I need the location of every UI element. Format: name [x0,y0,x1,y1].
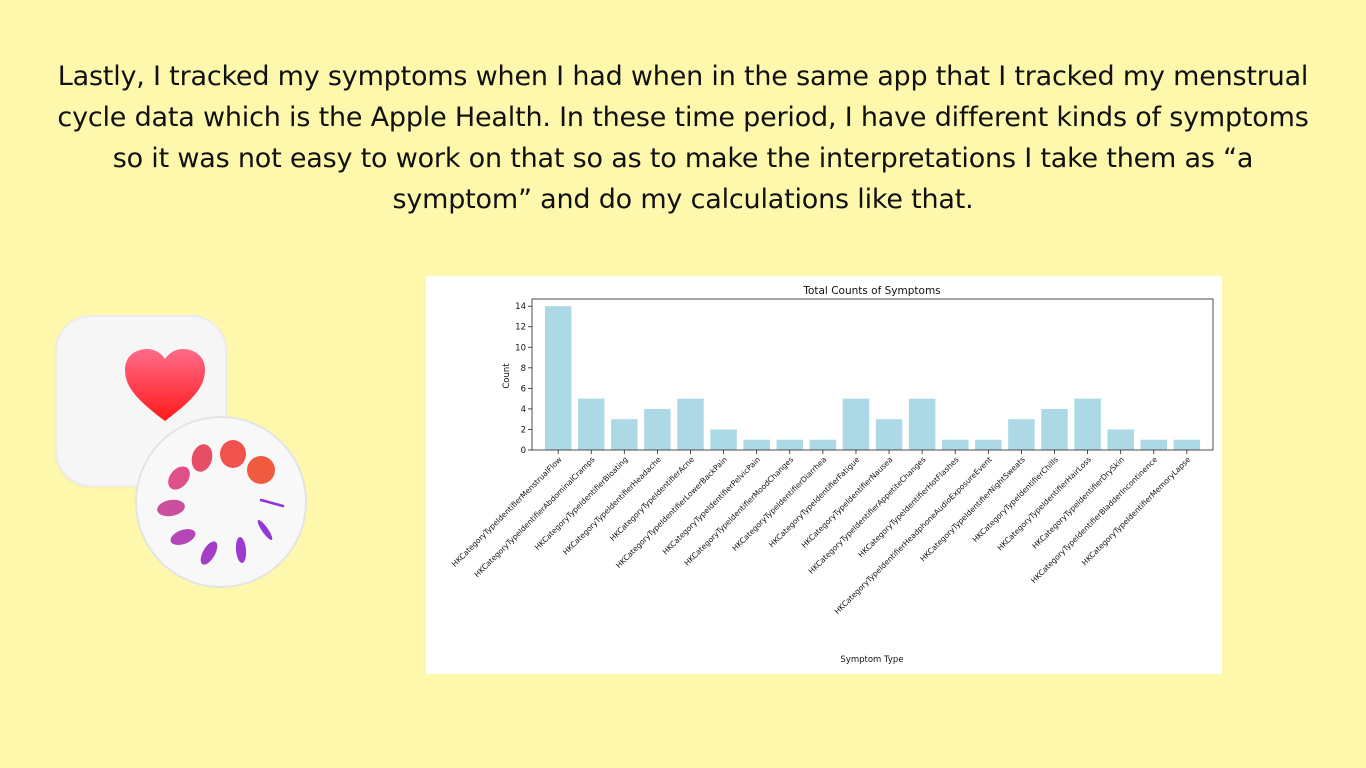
bar [544,306,572,450]
bar [743,439,770,450]
chart-panel: Total Counts of Symptoms Count Symptom T… [426,276,1222,674]
x-axis-label: Symptom Type [840,655,903,665]
intro-paragraph: Lastly, I tracked my symptoms when I had… [57,61,1309,215]
plot-frame [531,298,1214,451]
y-tick-label: 14 [515,302,526,312]
bar [1008,419,1035,450]
bar [1041,408,1068,450]
app-icons [50,310,310,590]
bar [577,398,605,450]
bar [1173,439,1201,450]
bar [842,398,870,450]
y-tick-label: 6 [521,384,526,394]
apple-health-app-icon [55,315,227,487]
x-tick-label: HKCategoryTypeIdentifierAppetiteChanges [807,455,928,576]
y-tick-label: 12 [515,323,526,333]
y-tick-label: 10 [515,343,526,353]
heart-icon [125,349,205,421]
y-tick-label: 2 [521,425,526,435]
bar [611,419,638,450]
chart-title: Total Counts of Symptoms [802,285,940,297]
bar [776,439,804,450]
bar [644,408,671,450]
x-tick-label: HKCategoryTypeIdentifierAbdominalCramps [473,455,597,579]
cycle-tracking-icon [157,440,285,565]
bar [908,398,936,450]
x-tick-label: HKCategoryTypeIdentifierMenstrualFlow [450,455,564,569]
y-tick-label: 4 [521,405,526,415]
y-tick-label: 8 [521,364,526,374]
bar [677,398,704,450]
bar [1074,398,1101,450]
symptom-bar-chart: Total Counts of Symptoms Count Symptom T… [450,285,1214,665]
bar [941,439,969,450]
y-tick-label: 0 [521,446,526,456]
bar [809,439,837,450]
x-tick-label: HKCategoryTypeIdentifierBladderIncontine… [1029,455,1159,585]
x-tick-label: HKCategoryTypeIdentifierHeadphoneAudioEx… [833,455,994,616]
bar [875,419,903,450]
bar [975,439,1002,450]
bar [710,429,737,450]
cycle-tracking-app-icon [135,416,307,588]
bar [1107,429,1134,450]
bar [1140,439,1168,450]
y-axis-label: Count [502,363,512,389]
